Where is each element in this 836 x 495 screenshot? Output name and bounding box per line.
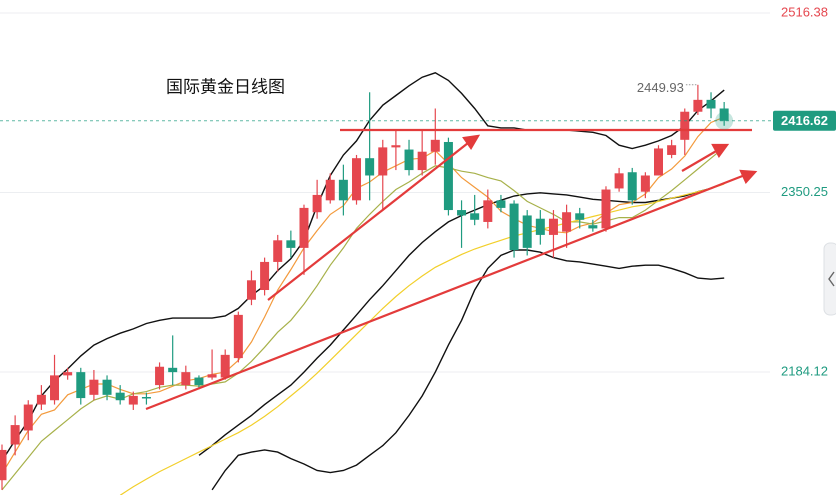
candle-body <box>299 207 309 248</box>
last-price-glow <box>715 111 734 130</box>
candle-body <box>338 179 348 201</box>
candle-body <box>443 141 453 211</box>
arrow-head <box>711 143 730 159</box>
candle-body <box>102 379 112 395</box>
overlay-line <box>211 249 725 491</box>
last-price-box <box>773 110 836 131</box>
candles <box>0 84 729 490</box>
candle-body <box>470 213 480 220</box>
candle-body <box>391 145 401 148</box>
candle-body <box>10 425 20 445</box>
candle-body <box>352 158 362 201</box>
candle-body <box>667 145 677 155</box>
grid <box>0 12 770 373</box>
candle-body <box>535 218 545 235</box>
candle-body <box>654 148 663 176</box>
candle-body <box>50 375 60 401</box>
candle-body <box>627 172 637 201</box>
overlay-line <box>1 146 725 491</box>
overlay-line <box>1 116 725 475</box>
candle-body <box>23 404 33 431</box>
candle-body <box>614 173 624 189</box>
y-tick-label: 2184.12 <box>781 363 828 378</box>
candle-body <box>378 147 388 176</box>
candle-body <box>417 151 427 171</box>
candle-body <box>36 394 46 405</box>
candle-body <box>522 215 532 248</box>
candle-body <box>496 200 506 208</box>
candle-body <box>706 99 716 109</box>
arrow-head <box>462 134 481 151</box>
arrow-head <box>739 169 758 184</box>
candle-body <box>89 379 99 395</box>
candle-body <box>601 189 611 229</box>
candle-body <box>0 449 7 481</box>
candle-body <box>115 392 125 401</box>
candle-body <box>430 139 440 152</box>
candle-body <box>719 108 729 121</box>
candle-body <box>194 377 204 386</box>
overlay-line <box>119 183 725 495</box>
price-axis: 2184.12 2350.25 2516.38 2416.62 2449.93 <box>0 4 836 378</box>
candle-body <box>483 200 493 222</box>
candle-body <box>260 261 270 291</box>
overlays <box>1 72 725 495</box>
scroll-button[interactable] <box>823 242 836 316</box>
y-tick-label: 2516.38 <box>781 4 828 19</box>
candle-body <box>273 240 283 262</box>
candle-body <box>128 395 138 405</box>
candle-body <box>548 218 558 235</box>
trend-arrow <box>145 173 746 411</box>
scroll-icon <box>828 271 835 287</box>
candle-body <box>286 240 296 248</box>
candle-body <box>233 314 243 359</box>
candle-body <box>325 179 335 201</box>
candle-body <box>76 372 86 399</box>
candle-body <box>693 99 703 112</box>
candle-body <box>365 158 375 176</box>
chart-title: 国际黄金日线图 <box>166 77 285 96</box>
high-annotation: 2449.93 <box>637 80 684 95</box>
candle-body <box>640 175 650 192</box>
candle-body <box>457 210 467 216</box>
candle-body <box>141 396 151 399</box>
candle-body <box>575 213 585 220</box>
candle-body <box>155 366 165 386</box>
scroll-button-bg[interactable] <box>823 242 836 316</box>
candle-body <box>312 194 322 213</box>
candle-body <box>680 111 690 140</box>
candle-body <box>404 149 414 171</box>
trend-annotations <box>145 128 758 411</box>
candle-body <box>220 354 230 378</box>
candle-body <box>509 203 519 251</box>
candle-body <box>562 212 572 232</box>
last-price-label: 2416.62 <box>781 113 828 128</box>
candle-body <box>588 225 598 229</box>
y-tick-label: 2350.25 <box>781 184 828 199</box>
candle-body <box>246 280 256 300</box>
trend-arrow <box>267 142 469 301</box>
candle-body <box>168 367 178 373</box>
candle-body <box>63 372 73 376</box>
candle-body <box>181 372 191 386</box>
candle-body <box>207 374 217 378</box>
trend-arrow <box>681 149 719 172</box>
